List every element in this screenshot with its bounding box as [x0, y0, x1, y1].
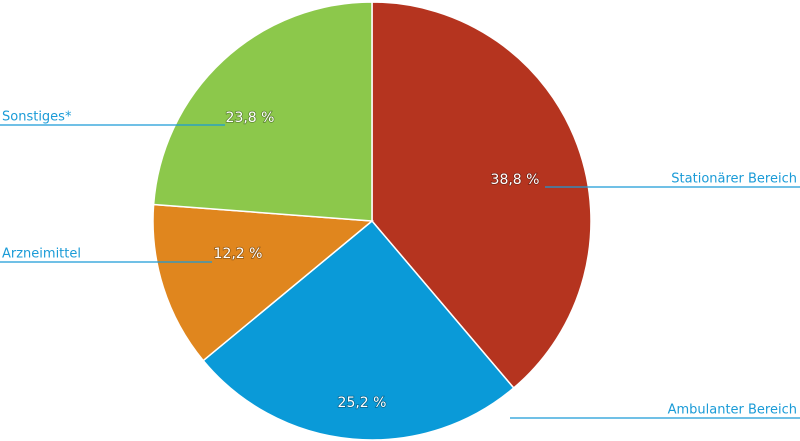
category-label: Arzneimittel	[2, 247, 81, 262]
category-label: Sonstiges*	[2, 110, 72, 125]
value-label: 23,8 %	[226, 110, 275, 126]
category-label: Ambulanter Bereich	[668, 403, 797, 418]
value-label: 38,8 %	[491, 172, 540, 188]
category-label: Stationärer Bereich	[671, 172, 797, 187]
value-label: 25,2 %	[338, 395, 387, 411]
pie-slice	[152, 1, 373, 222]
pie-slice	[202, 219, 515, 441]
value-label: 12,2 %	[214, 246, 263, 262]
pie-slice	[371, 1, 592, 390]
pie-slice	[152, 203, 374, 362]
